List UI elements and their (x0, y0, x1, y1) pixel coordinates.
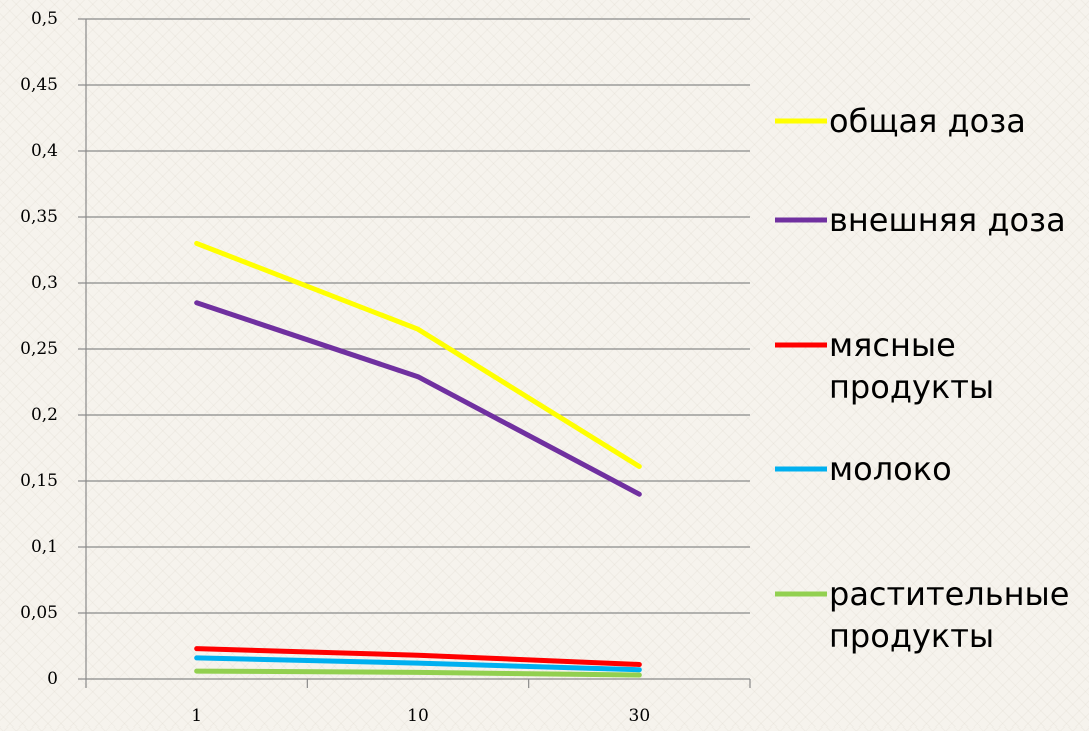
y-tick-label: 0,15 (20, 471, 58, 491)
y-tick-label: 0,5 (31, 9, 58, 29)
legend: общая доза внешняя доза мясные продукты моло… (775, 102, 1069, 655)
x-tick-label: 30 (629, 706, 651, 726)
legend-label: продукты (829, 368, 994, 406)
legend-label: общая доза (829, 102, 1026, 140)
y-tick-label: 0,2 (31, 405, 58, 425)
y-tick-label: 0,45 (20, 75, 58, 95)
series-line (194, 668, 642, 678)
series-line (194, 240, 642, 469)
series-lines (194, 240, 642, 678)
legend-label: внешняя доза (829, 201, 1066, 239)
legend-label: растительные (829, 575, 1069, 613)
legend-item: растительные продукты (775, 575, 1069, 655)
x-tick-label: 10 (407, 706, 429, 726)
legend-item: общая доза (775, 102, 1026, 140)
y-tick-label: 0,4 (31, 141, 58, 161)
legend-item: мясные продукты (775, 326, 994, 406)
series-line (194, 655, 642, 673)
legend-item: молоко (775, 450, 952, 488)
y-tick-label: 0,05 (20, 603, 58, 623)
axes: 0 0,05 0,1 0,15 0,2 0,25 0,3 0,35 0,4 0,45 0,5 1 10 3… (20, 9, 751, 726)
legend-label: молоко (829, 450, 952, 488)
legend-item: внешняя доза (775, 201, 1066, 239)
legend-label: продукты (829, 617, 994, 655)
legend-label: мясные (829, 326, 956, 364)
series-line (194, 300, 642, 497)
series-line (194, 646, 642, 667)
y-tick-label: 0,35 (20, 207, 58, 227)
y-tick-label: 0,25 (20, 339, 58, 359)
y-tick-label: 0 (47, 669, 58, 689)
y-tick-label: 0,3 (31, 273, 58, 293)
gridlines (86, 18, 750, 614)
x-tick-label: 1 (191, 706, 202, 726)
y-tick-label: 0,1 (31, 537, 58, 557)
